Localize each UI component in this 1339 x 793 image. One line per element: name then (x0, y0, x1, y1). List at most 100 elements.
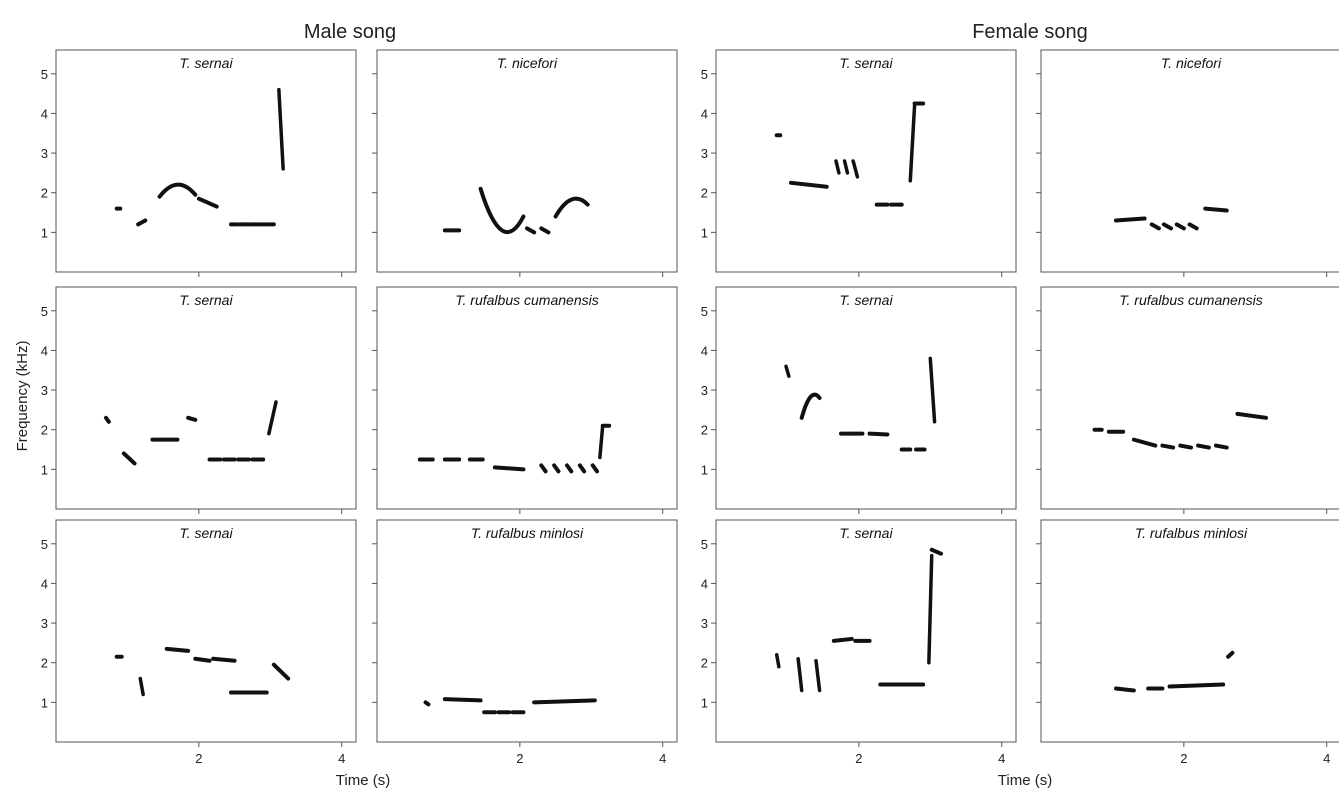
y-tick-label: 4 (41, 576, 48, 591)
song-note (1196, 443, 1211, 450)
song-note (164, 646, 191, 653)
song-note (552, 463, 561, 474)
y-tick-label: 4 (701, 106, 708, 121)
y-tick-label: 4 (41, 343, 48, 358)
song-note (196, 196, 219, 209)
spectrogram-panel: T. sernai 1 2 3 4 5 (41, 49, 357, 277)
x-axis-label-male: Time (s) (336, 772, 390, 789)
spectrogram-panel: T. nicefori (1036, 49, 1339, 277)
song-note (186, 415, 198, 422)
panel-title: T. sernai (839, 525, 893, 541)
panel-title: T. sernai (179, 525, 233, 541)
x-tick-label: 2 (516, 751, 523, 766)
spectrogram-panel: T. sernai 1 2 3 4 5 (701, 286, 1017, 514)
y-tick-label: 2 (701, 656, 708, 671)
spectrogram-panel: T. rufalbus cumanensis (1036, 286, 1339, 514)
y-tick-label: 2 (701, 186, 708, 201)
song-note (928, 356, 937, 424)
panel-title: T. rufalbus minlosi (1135, 525, 1248, 541)
y-tick-label: 2 (41, 423, 48, 438)
spectrogram-panel: T. rufalbus cumanensis (372, 286, 678, 514)
x-axis-label-female: Time (s) (998, 772, 1052, 789)
y-tick-label: 3 (701, 146, 708, 161)
y-tick-label: 3 (41, 616, 48, 631)
song-note (1187, 222, 1199, 231)
y-tick-label: 1 (701, 462, 708, 477)
spectrogram-panel: T. rufalbus minlosi 2 4 (1036, 519, 1339, 766)
panel-frame (715, 286, 1017, 510)
song-note (929, 547, 943, 556)
song-note (598, 424, 605, 460)
song-note (1226, 650, 1235, 659)
song-note (211, 656, 237, 663)
y-tick-label: 3 (41, 146, 48, 161)
song-note (867, 431, 890, 437)
panel-title: T. sernai (179, 55, 233, 71)
song-note (193, 656, 212, 663)
y-tick-label: 5 (41, 304, 48, 319)
y-tick-label: 1 (701, 225, 708, 240)
song-note (577, 463, 587, 474)
song-note (799, 392, 822, 420)
y-tick-label: 1 (41, 225, 48, 240)
panels: T. sernai 1 2 3 4 5 T. nicefori T. sernai 1 2 3 4 5 T… (41, 49, 1339, 766)
spectrogram-panel: T. nicefori (372, 49, 678, 277)
panel-frame (715, 519, 1017, 743)
song-note (553, 196, 590, 219)
song-note (1161, 222, 1173, 231)
spectrogram-panel: T. sernai 1 2 3 4 5 2 4 (41, 519, 357, 766)
x-tick-label: 4 (1323, 751, 1330, 766)
song-note (1149, 222, 1161, 231)
panel-frame (55, 286, 357, 510)
y-tick-label: 4 (701, 343, 708, 358)
x-tick-label: 4 (998, 751, 1005, 766)
panel-title: T. sernai (839, 292, 893, 308)
panel-title: T. rufalbus cumanensis (455, 292, 598, 308)
panel-frame (55, 49, 357, 273)
song-note (539, 463, 548, 474)
song-note (532, 698, 597, 705)
panel-title: T. rufalbus minlosi (471, 525, 584, 541)
song-note (136, 218, 148, 227)
spectrogram-panel: T. sernai 1 2 3 4 5 (41, 286, 357, 514)
y-tick-label: 1 (41, 695, 48, 710)
song-note (1235, 411, 1268, 420)
x-tick-label: 2 (855, 751, 862, 766)
song-note (789, 180, 829, 189)
song-note (271, 662, 291, 681)
song-note (1174, 222, 1186, 231)
song-note (277, 87, 285, 171)
song-note (478, 186, 526, 235)
song-note (1167, 682, 1226, 689)
song-note (539, 226, 551, 235)
y-tick-label: 5 (701, 304, 708, 319)
song-note (492, 465, 526, 472)
panel-frame (376, 286, 678, 510)
song-note (442, 697, 483, 703)
x-tick-label: 2 (195, 751, 202, 766)
panel-frame (1040, 519, 1339, 743)
y-tick-label: 1 (701, 695, 708, 710)
male-song-title: Male song (304, 21, 396, 43)
panel-frame (1040, 286, 1339, 510)
song-note (525, 226, 537, 235)
song-note (927, 553, 934, 665)
song-note (423, 700, 431, 707)
song-note (121, 451, 137, 466)
panel-title: T. nicefori (497, 55, 558, 71)
panel-frame (715, 49, 1017, 273)
song-note (784, 364, 791, 378)
song-note (1214, 443, 1229, 450)
song-note (774, 653, 781, 669)
female-song-title: Female song (972, 21, 1088, 43)
panel-frame (376, 49, 678, 273)
song-note (1178, 443, 1193, 450)
song-note (831, 636, 854, 643)
song-note (842, 159, 850, 175)
panel-title: T. sernai (839, 55, 893, 71)
song-note (1114, 686, 1136, 693)
y-tick-label: 2 (41, 656, 48, 671)
y-tick-label: 4 (701, 576, 708, 591)
song-note (1131, 437, 1158, 448)
